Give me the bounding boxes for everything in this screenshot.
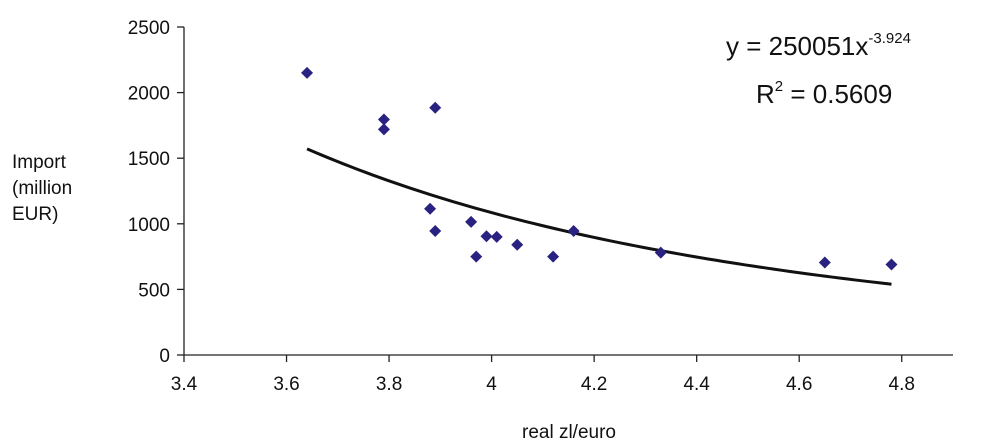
x-tick-label: 4: [486, 374, 497, 395]
data-point: [424, 202, 437, 215]
axes-layer: [183, 27, 953, 356]
x-tick-label: 3.6: [273, 374, 299, 395]
data-point: [547, 250, 560, 263]
y-tick-label: 0: [159, 346, 170, 367]
data-point: [654, 246, 667, 259]
r-squared-exponent: 2: [775, 78, 783, 95]
trendline-equation: y = 250051x-3.924 R2 = 0.5609: [726, 30, 911, 109]
data-point: [429, 101, 442, 114]
r-squared-value: = 0.5609: [783, 79, 892, 109]
y-tick-label: 1500: [128, 149, 170, 170]
y-axis-title-line-3: EUR): [12, 204, 58, 225]
data-point: [377, 123, 390, 136]
y-tick-label: 2000: [128, 84, 170, 105]
trendline: [306, 147, 892, 286]
r-squared-prefix: R: [756, 79, 775, 109]
x-tick-label: 3.4: [171, 374, 198, 395]
x-tick-label: 4.2: [581, 374, 607, 395]
data-point: [511, 238, 524, 251]
data-point: [465, 215, 478, 228]
data-point: [818, 256, 831, 269]
data-point: [480, 230, 493, 243]
equation-main: y = 250051x: [726, 31, 868, 61]
y-tick-label: 500: [138, 280, 170, 301]
x-tick-label: 4.6: [786, 374, 812, 395]
x-tick-label: 3.8: [376, 374, 402, 395]
ticks-layer: 0 500 1000 1500 2000 2500 3.4 3.6 3.8 4 4.2 4.4 4.6 4…: [128, 18, 915, 395]
data-point: [490, 230, 503, 243]
y-axis-title: Import (million EUR): [12, 152, 72, 225]
data-point: [567, 225, 580, 238]
y-axis-title-line-2: (million: [12, 178, 72, 199]
y-tick-label: 1000: [128, 215, 170, 236]
x-axis-title: real zl/euro: [522, 422, 616, 443]
y-tick-label: 2500: [128, 18, 170, 39]
data-point: [885, 258, 898, 271]
trendline-layer: [306, 147, 892, 286]
r-squared-text: R2 = 0.5609: [756, 78, 892, 109]
data-point: [470, 250, 483, 263]
equation-text: y = 250051x-3.924: [726, 30, 911, 61]
x-tick-label: 4.4: [683, 374, 710, 395]
y-axis-title-line-1: Import: [12, 152, 67, 173]
data-point: [429, 225, 442, 238]
equation-exponent: -3.924: [868, 30, 911, 47]
x-tick-label: 4.8: [889, 374, 915, 395]
points-layer: [301, 66, 898, 271]
data-point: [377, 113, 390, 126]
data-point: [301, 66, 314, 79]
